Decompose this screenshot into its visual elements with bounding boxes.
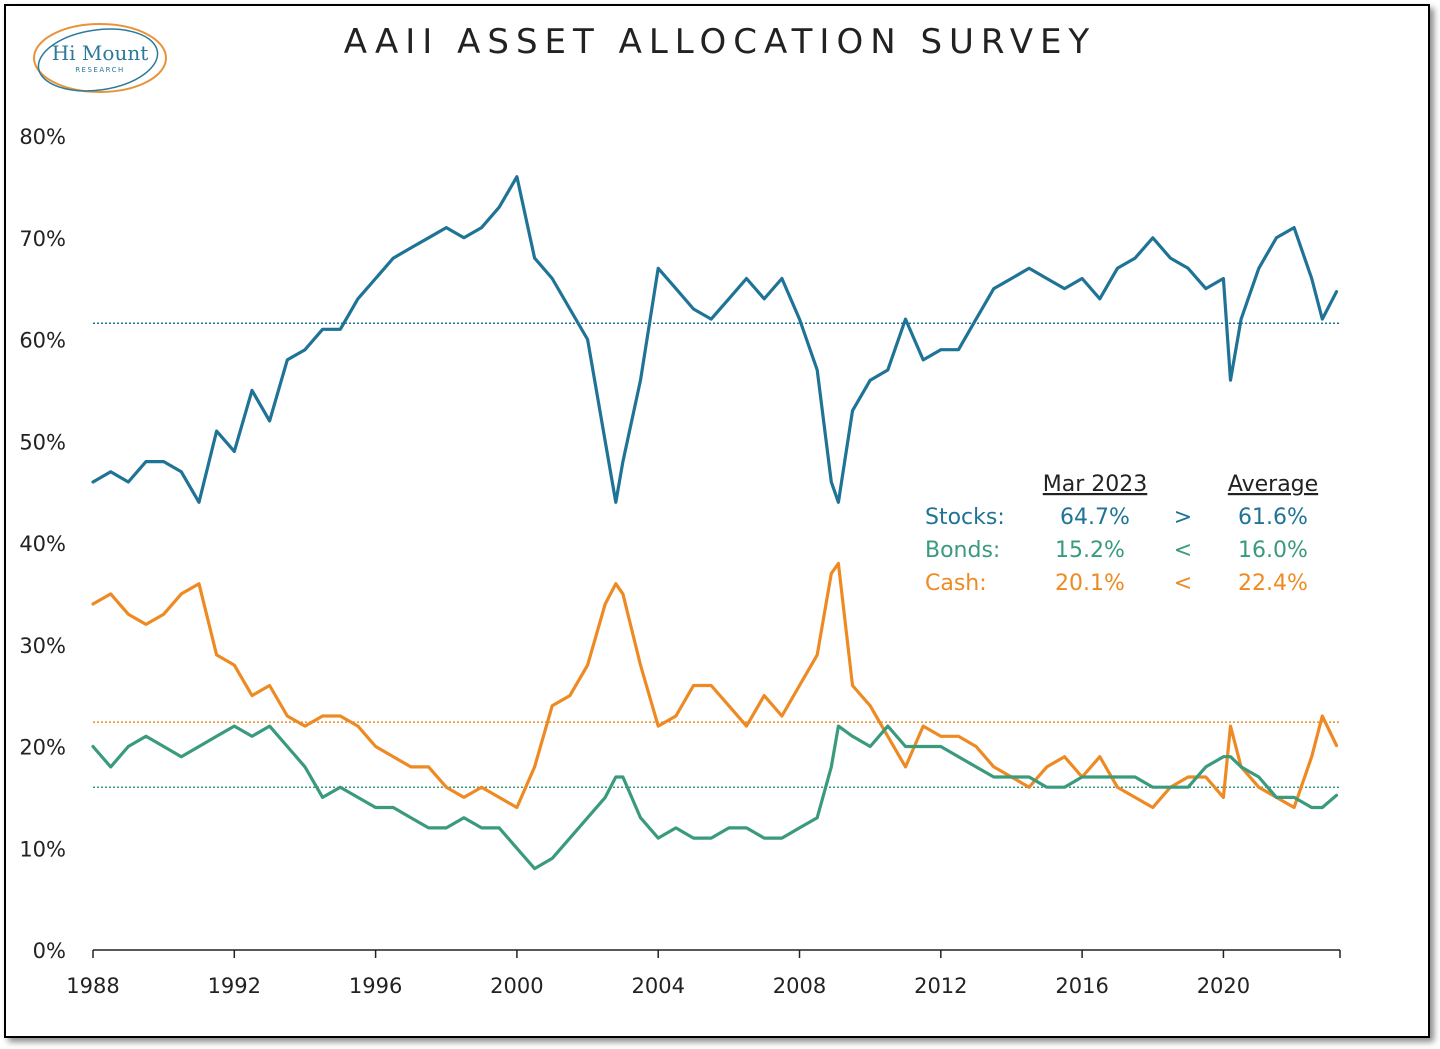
summary-bonds-average: 16.0% <box>1238 538 1308 563</box>
summary-header-current: Mar 2023 <box>1043 472 1148 497</box>
logo-wordmark: Hi Mount <box>52 41 149 65</box>
summary-header-average: Average <box>1228 472 1318 497</box>
x-tick-label: 2016 <box>1055 974 1108 998</box>
y-tick-label: 40% <box>19 532 66 556</box>
x-tick-label: 2020 <box>1197 974 1250 998</box>
x-tick-label: 2012 <box>914 974 967 998</box>
x-tick-label: 2000 <box>490 974 543 998</box>
x-tick-label: 1996 <box>349 974 402 998</box>
x-tick-label: 1992 <box>208 974 261 998</box>
summary-cash-current: 20.1% <box>1055 571 1125 596</box>
x-tick-label: 2004 <box>631 974 684 998</box>
summary-cash-label: Cash: <box>925 571 987 596</box>
stocks-series-line <box>91 175 1339 504</box>
summary-cash-comparison: < <box>1174 571 1192 596</box>
average-lines <box>93 322 1340 788</box>
chart-title: AAII ASSET ALLOCATION SURVEY <box>343 22 1097 62</box>
summary-bonds-current: 15.2% <box>1055 538 1125 563</box>
y-tick-label: 10% <box>19 837 66 861</box>
hi-mount-logo: Hi Mount RESEARCH <box>33 23 167 93</box>
summary-stocks-average: 61.6% <box>1238 505 1308 530</box>
logo-subtitle: RESEARCH <box>75 66 125 74</box>
summary-stocks-label: Stocks: <box>925 505 1005 530</box>
summary-bonds-comparison: < <box>1174 538 1192 563</box>
summary-stocks-current: 64.7% <box>1060 505 1130 530</box>
bonds-series-line <box>91 724 1339 871</box>
y-tick-label: 30% <box>19 634 66 658</box>
series-lines <box>91 175 1339 871</box>
summary-table: Mar 2023 Average Stocks: 64.7% > 61.6% B… <box>925 472 1318 596</box>
y-tick-label: 0% <box>33 939 66 963</box>
x-tick-label: 1988 <box>66 974 119 998</box>
y-tick-label: 20% <box>19 736 66 760</box>
summary-stocks-comparison: > <box>1174 505 1192 530</box>
summary-bonds-label: Bonds: <box>925 538 1000 563</box>
chart-frame <box>4 4 1430 1038</box>
axes: 1988 1992 1996 2000 2004 2008 2012 2016 2020 0% 10… <box>19 125 1341 998</box>
y-tick-label: 50% <box>19 430 66 454</box>
summary-cash-average: 22.4% <box>1238 571 1308 596</box>
y-tick-label: 80% <box>19 125 66 149</box>
y-tick-label: 70% <box>19 227 66 251</box>
cash-series-line <box>91 561 1339 810</box>
x-tick-label: 2008 <box>773 974 826 998</box>
y-tick-label: 60% <box>19 329 66 353</box>
